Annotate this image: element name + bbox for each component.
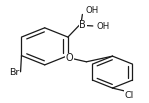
Text: OH: OH (86, 6, 99, 15)
Text: Cl: Cl (124, 91, 134, 100)
Text: Br: Br (9, 68, 19, 77)
Text: OH: OH (96, 22, 109, 31)
Text: B: B (79, 20, 86, 30)
Text: O: O (65, 53, 73, 63)
